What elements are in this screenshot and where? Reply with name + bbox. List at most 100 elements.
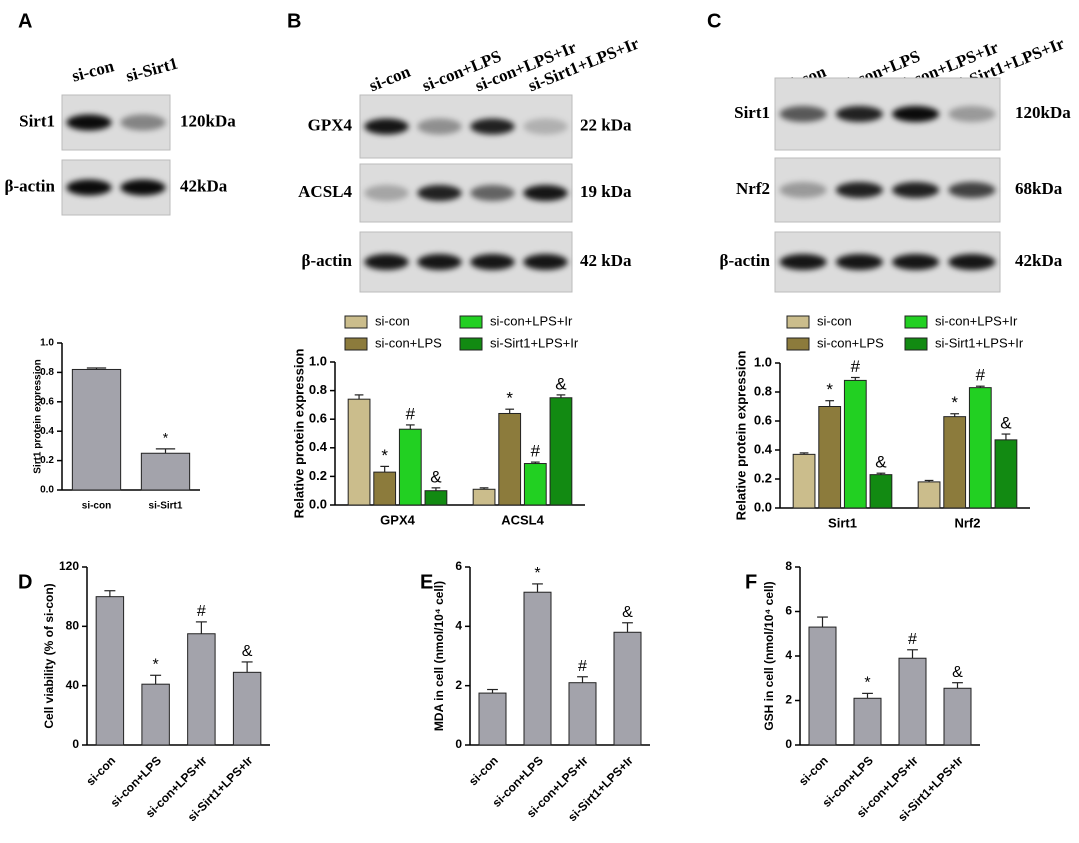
blot-band: [523, 118, 568, 135]
panel-letter: B: [287, 10, 301, 32]
blot-band: [779, 106, 827, 122]
blot-band: [470, 254, 515, 270]
blot-band: [364, 118, 409, 135]
y-tick-label: 0: [785, 737, 792, 751]
x-tick-label: si-con: [796, 753, 831, 788]
x-tick-label: si-con: [83, 753, 118, 788]
significance-mark: #: [578, 658, 587, 675]
row-label: Nrf2: [736, 179, 770, 198]
bar: [968, 387, 992, 509]
y-tick-label: 0.6: [754, 412, 772, 427]
y-tick-label: 2: [455, 678, 462, 692]
y-tick-label: 4: [455, 619, 462, 633]
y-axis-label: Relative protein expression: [733, 351, 748, 521]
blot-band: [523, 254, 568, 270]
x-tick-label: GPX4: [380, 512, 415, 527]
bar: [853, 697, 882, 746]
row-label: β-actin: [301, 251, 352, 270]
bar: [347, 398, 371, 506]
size-label: 19 kDa: [580, 182, 632, 201]
bar: [917, 481, 941, 509]
y-axis-label: Cell viability (% of si-con): [42, 583, 56, 728]
bar: [843, 379, 867, 509]
panel-letter: C: [707, 10, 721, 32]
panel-letter: F: [745, 571, 757, 593]
blot-band: [417, 254, 462, 270]
significance-mark: #: [908, 631, 917, 648]
chart-panel: A 0.0 0.2 0.4 0.6 0.8 1.0 Sirt1 protein express…: [18, 10, 200, 512]
y-tick-label: 0.2: [40, 455, 54, 466]
panel-letter: A: [18, 10, 32, 32]
y-tick-label: 0.0: [309, 496, 327, 511]
blot-band: [120, 114, 166, 131]
y-tick-label: 0.2: [309, 468, 327, 483]
legend-label: si-con: [375, 313, 410, 328]
chart-panel: C 0.0 0.2 0.4 0.6 0.8 1.0 Relative protein expr…: [707, 10, 1030, 530]
row-label: Sirt1: [19, 111, 55, 130]
y-tick-label: 0.8: [309, 382, 327, 397]
significance-mark: *: [163, 430, 169, 446]
y-axis-label: Relative protein expression: [291, 349, 306, 519]
x-tick-label: Sirt1: [828, 515, 857, 530]
significance-mark: &: [1000, 414, 1012, 433]
panel-letter: D: [18, 571, 32, 593]
y-tick-label: 0: [455, 737, 462, 751]
legend-swatch: [344, 315, 368, 329]
significance-mark: *: [534, 565, 540, 582]
y-tick-label: 80: [66, 619, 80, 633]
blot-band: [779, 182, 827, 198]
bar: [424, 490, 448, 506]
bar: [478, 692, 507, 746]
significance-mark: &: [875, 453, 887, 472]
row-label: Sirt1: [734, 103, 770, 122]
y-tick-label: 0.4: [754, 441, 773, 456]
y-tick-label: 0.4: [40, 426, 54, 437]
blot-band: [779, 254, 827, 270]
bar: [71, 368, 122, 491]
blot-band: [835, 106, 883, 122]
blot-band: [948, 254, 996, 270]
y-tick-label: 1.0: [40, 338, 54, 349]
bar: [498, 412, 522, 506]
y-tick-label: 8: [785, 559, 792, 573]
bar: [792, 453, 816, 509]
bar: [472, 488, 496, 506]
blot-band: [948, 182, 996, 198]
x-tick-label: ACSL4: [501, 512, 544, 527]
size-label: 42kDa: [180, 176, 228, 195]
bar: [523, 591, 552, 746]
significance-mark: #: [197, 603, 206, 620]
y-tick-label: 1.0: [309, 353, 327, 368]
legend-swatch: [344, 337, 368, 351]
significance-mark: &: [952, 664, 963, 681]
row-label: GPX4: [308, 115, 353, 134]
x-tick-label: si-con: [466, 753, 501, 788]
size-label: 42 kDa: [580, 251, 632, 270]
blot-band: [470, 118, 515, 135]
y-tick-label: 0.8: [40, 367, 54, 378]
legend-swatch: [459, 337, 483, 351]
blot-band: [892, 254, 940, 270]
row-label: ACSL4: [298, 182, 352, 201]
x-tick-label: si-con: [82, 501, 111, 512]
legend-swatch: [786, 337, 810, 351]
blot-band: [835, 182, 883, 198]
lane-label: si-con: [366, 62, 413, 96]
legend-label: si-con+LPS: [375, 335, 442, 350]
significance-mark: &: [555, 374, 567, 393]
lane-label: si-Sirt1: [124, 54, 180, 86]
legend-label: si-con+LPS+Ir: [935, 313, 1018, 328]
legend-label: si-con: [817, 313, 852, 328]
bar: [613, 631, 642, 746]
significance-mark: #: [851, 357, 861, 376]
bar: [898, 657, 927, 746]
y-tick-label: 6: [455, 559, 462, 573]
bar: [943, 416, 967, 509]
bar: [869, 474, 893, 509]
bar: [808, 626, 837, 746]
bar: [187, 633, 216, 746]
